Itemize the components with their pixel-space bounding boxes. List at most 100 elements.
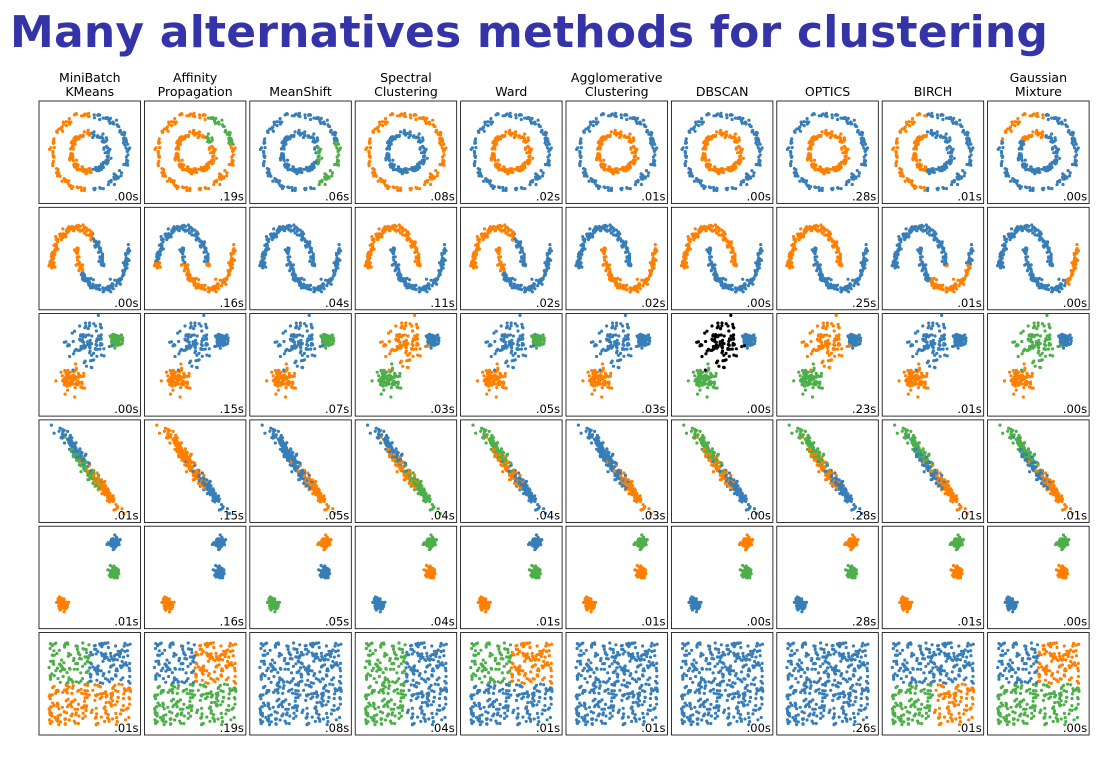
data-point <box>188 130 192 134</box>
algorithm-title: MiniBatch KMeans <box>59 70 121 99</box>
data-point <box>523 187 527 191</box>
scatter-panel: .01s <box>881 100 985 204</box>
data-point <box>790 137 794 141</box>
data-point <box>376 125 380 129</box>
data-point <box>49 258 53 262</box>
timing-label: .01s <box>957 190 981 204</box>
data-point <box>399 273 403 277</box>
data-point <box>707 158 711 162</box>
data-point <box>264 235 269 239</box>
algorithm-title: DBSCAN <box>696 84 749 99</box>
data-point <box>283 248 287 252</box>
data-point <box>173 184 177 188</box>
data-point <box>412 167 416 171</box>
data-point <box>606 114 611 118</box>
data-point <box>1055 150 1059 155</box>
data-point <box>87 111 91 115</box>
data-point <box>328 169 332 173</box>
data-point <box>298 283 302 287</box>
data-point <box>546 155 550 159</box>
data-point <box>965 130 969 134</box>
data-point <box>513 278 517 282</box>
data-point <box>231 142 235 146</box>
data-point <box>582 174 587 178</box>
data-point <box>619 113 623 117</box>
data-point <box>1044 134 1048 138</box>
data-point <box>439 269 443 273</box>
data-point <box>758 142 762 146</box>
data-point <box>427 287 432 291</box>
data-point <box>651 138 655 142</box>
data-point <box>577 252 581 256</box>
data-point <box>593 230 597 234</box>
data-point <box>708 186 713 190</box>
data-point <box>473 262 477 266</box>
data-point <box>950 183 954 187</box>
data-point <box>409 186 413 190</box>
data-point <box>437 273 441 277</box>
data-point <box>653 142 657 146</box>
data-point <box>836 186 840 190</box>
data-point <box>440 138 444 142</box>
data-point <box>261 252 265 256</box>
data-point <box>487 230 491 234</box>
data-point <box>949 117 953 121</box>
data-point <box>324 278 328 282</box>
data-point <box>1025 186 1029 190</box>
data-point <box>316 146 320 150</box>
data-point <box>476 246 480 250</box>
data-point <box>530 290 535 294</box>
data-point <box>231 149 235 153</box>
data-point <box>157 154 161 158</box>
data-point <box>157 141 161 145</box>
data-point <box>62 122 66 126</box>
data-point <box>859 141 863 145</box>
data-point <box>56 240 60 244</box>
data-point <box>895 137 899 141</box>
data-point <box>368 146 373 150</box>
data-point <box>910 120 914 124</box>
data-point <box>433 281 437 285</box>
data-point <box>214 180 218 184</box>
data-point <box>438 141 442 145</box>
data-point <box>725 186 730 190</box>
data-point <box>91 237 96 241</box>
data-point <box>332 141 336 145</box>
data-point <box>261 255 265 259</box>
scatter-panel: .00s <box>671 100 774 204</box>
data-point <box>392 247 396 251</box>
data-point <box>538 277 543 281</box>
data-point <box>643 281 648 285</box>
data-point <box>513 237 517 241</box>
data-point <box>619 133 623 137</box>
data-point <box>315 136 319 140</box>
data-point <box>539 169 543 173</box>
data-point <box>365 258 369 262</box>
data-point <box>509 283 513 287</box>
data-point <box>631 136 636 140</box>
data-point <box>1004 174 1008 178</box>
data-point <box>1016 120 1020 124</box>
data-point <box>123 269 127 273</box>
data-point <box>824 114 828 118</box>
data-point <box>226 273 231 277</box>
data-point <box>640 278 644 282</box>
data-point <box>531 156 535 160</box>
data-point <box>68 156 72 160</box>
data-point <box>156 162 160 166</box>
data-point <box>802 120 806 124</box>
data-point <box>754 130 758 134</box>
data-point <box>967 163 971 167</box>
data-point <box>546 138 550 142</box>
data-point <box>87 233 91 237</box>
data-point <box>625 117 629 122</box>
data-point <box>334 163 339 167</box>
data-point <box>470 261 474 265</box>
data-point <box>498 186 502 190</box>
data-point <box>839 160 843 164</box>
data-point <box>67 227 71 231</box>
data-point <box>1007 174 1011 178</box>
data-point <box>526 136 530 140</box>
data-point <box>580 249 584 253</box>
data-point <box>105 117 109 121</box>
